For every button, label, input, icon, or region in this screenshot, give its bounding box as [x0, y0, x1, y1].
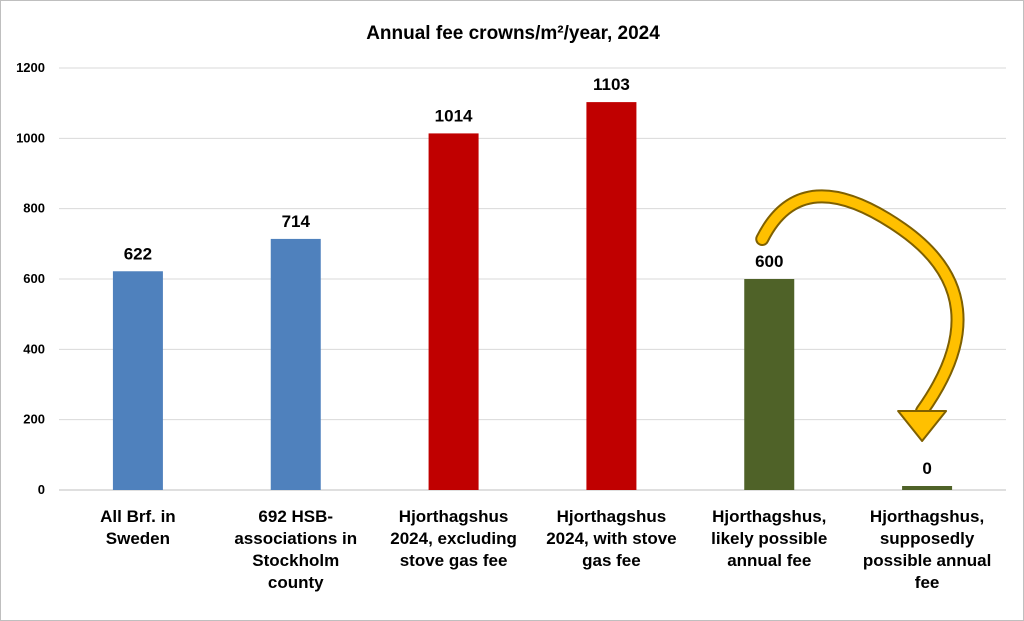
- x-tick-label-line: Stockholm: [252, 551, 339, 570]
- x-tick-label-0: All Brf. in Sweden: [100, 507, 176, 548]
- data-label-2: 1014: [435, 106, 473, 125]
- x-tick-label-line: Hjorthagshus,: [712, 507, 826, 526]
- data-label-3: 1103: [593, 75, 630, 94]
- x-tick-label-line: Hjorthagshus,: [870, 507, 984, 526]
- y-tick-label-1200: 1200: [16, 60, 45, 75]
- y-tick-label-0: 0: [38, 482, 45, 497]
- x-tick-label-2: Hjorthagshus 2024, excluding stove gas fee: [390, 507, 517, 570]
- y-tick-label-1000: 1000: [16, 130, 45, 145]
- gridlines: [59, 67, 1006, 491]
- x-tick-label-line: Sweden: [106, 529, 170, 548]
- x-tick-label-line: supposedly: [880, 529, 975, 548]
- data-label-5: 0: [922, 459, 931, 478]
- x-tick-label-line: likely possible: [711, 529, 827, 548]
- x-tick-label-line: 2024, with stove: [546, 529, 676, 548]
- data-label-0: 622: [124, 244, 152, 263]
- curved-arrow-annotation: [755, 189, 965, 442]
- x-tick-label-line: gas fee: [582, 551, 641, 570]
- y-tick-label-800: 800: [23, 201, 45, 216]
- x-tick-label-line: All Brf. in: [100, 507, 176, 526]
- x-tick-label-line: stove gas fee: [400, 551, 508, 570]
- x-tick-label-line: 2024, excluding: [390, 529, 517, 548]
- chart-title: Annual fee crowns/m²/year, 2024: [366, 23, 660, 44]
- arrow-shaft: [757, 191, 963, 416]
- x-tick-label-line: fee: [915, 573, 940, 592]
- bar-1: [270, 238, 321, 490]
- x-tick-label-line: Hjorthagshus: [557, 507, 667, 526]
- x-tick-label-line: associations in: [234, 529, 357, 548]
- x-tick-label-line: county: [268, 573, 324, 592]
- x-tick-label-1: 692 HSB-associations in Stockholm county: [234, 507, 357, 592]
- data-label-1: 714: [282, 212, 311, 231]
- bar-5: [902, 486, 953, 490]
- y-tick-label-400: 400: [23, 341, 45, 356]
- arrow-head: [897, 410, 948, 442]
- data-labels: 622 714 1014 1103 600 0: [124, 75, 932, 478]
- y-tick-label-600: 600: [23, 271, 45, 286]
- x-tick-label-line: Hjorthagshus: [399, 507, 509, 526]
- bar-4: [744, 279, 795, 490]
- y-axis: 0 200 400 600 800 1000 1200: [16, 60, 45, 497]
- bar-0: [112, 271, 163, 490]
- x-tick-label-line: possible annual: [863, 551, 991, 570]
- data-label-4: 600: [755, 252, 783, 271]
- bars: [112, 102, 953, 490]
- x-tick-label-line: annual fee: [727, 551, 811, 570]
- x-tick-label-5: Hjorthagshus, supposedly possible annual fe…: [863, 507, 991, 592]
- x-tick-label-line: 692 HSB-: [258, 507, 333, 526]
- x-tick-label-3: Hjorthagshus 2024, with stove gas fee: [546, 507, 676, 570]
- bar-3: [586, 102, 637, 490]
- y-tick-label-200: 200: [23, 412, 45, 427]
- x-tick-label-4: Hjorthagshus, likely possible annual fee: [711, 507, 827, 570]
- x-axis-labels: All Brf. in Sweden 692 HSB-associations in…: [100, 507, 991, 592]
- bar-2: [428, 133, 479, 490]
